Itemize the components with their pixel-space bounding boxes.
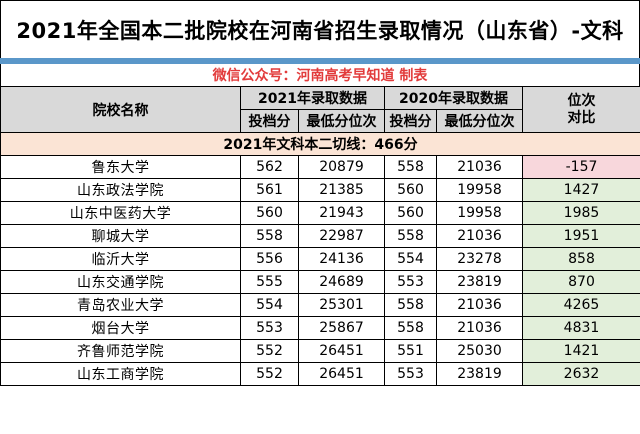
table-row: 齐鲁师范学院 552 26451 551 25030 1421	[0, 339, 640, 363]
rank-diff-cell: 1421	[522, 339, 640, 363]
score-2021-cell: 556	[240, 247, 299, 271]
minrank-2021-cell: 24689	[298, 270, 385, 294]
minrank-2021-cell: 22987	[298, 224, 385, 248]
score-2020-cell: 558	[384, 316, 437, 340]
score-2021-cell: 553	[240, 316, 299, 340]
minrank-2020-cell: 23819	[436, 362, 523, 386]
rank-diff-cell: 1985	[522, 201, 640, 225]
score-2020-cell: 560	[384, 178, 437, 202]
header-school: 院校名称	[0, 86, 241, 133]
rank-diff-cell: 1951	[522, 224, 640, 248]
rank-diff-cell: 870	[522, 270, 640, 294]
score-2021-cell: 555	[240, 270, 299, 294]
score-2020-cell: 554	[384, 247, 437, 271]
score-2021-cell: 552	[240, 339, 299, 363]
minrank-2020-cell: 23278	[436, 247, 523, 271]
school-cell: 烟台大学	[0, 316, 241, 340]
minrank-2021-cell: 20879	[298, 155, 385, 179]
school-cell: 临沂大学	[0, 247, 241, 271]
rank-diff-cell: 858	[522, 247, 640, 271]
minrank-2021-cell: 26451	[298, 339, 385, 363]
page-title: 2021年全国本二批院校在河南省招生录取情况（山东省）-文科	[0, 0, 640, 59]
cutoff-row: 2021年文科本二切线：466分	[0, 132, 640, 156]
minrank-2020-cell: 21036	[436, 316, 523, 340]
school-cell: 山东政法学院	[0, 178, 241, 202]
minrank-2021-cell: 25301	[298, 293, 385, 317]
school-cell: 山东交通学院	[0, 270, 241, 294]
table-row: 临沂大学 556 24136 554 23278 858	[0, 247, 640, 271]
rank-diff-cell: 1427	[522, 178, 640, 202]
cutoff-line: 2021年文科本二切线：466分	[0, 132, 640, 156]
table-row: 山东工商学院 552 26451 553 23819 2632	[0, 362, 640, 386]
score-2020-cell: 558	[384, 155, 437, 179]
header-row-2: 投档分 最低分位次 投档分 最低分位次	[1, 109, 640, 133]
blue-separator	[0, 58, 640, 64]
minrank-2021-cell: 25867	[298, 316, 385, 340]
minrank-2020-cell: 19958	[436, 201, 523, 225]
score-2021-cell: 552	[240, 362, 299, 386]
score-2020-cell: 560	[384, 201, 437, 225]
school-cell: 齐鲁师范学院	[0, 339, 241, 363]
minrank-2020-cell: 21036	[436, 155, 523, 179]
rank-diff-cell: 4265	[522, 293, 640, 317]
score-2021-cell: 562	[240, 155, 299, 179]
table-row: 山东政法学院 561 21385 560 19958 1427	[0, 178, 640, 202]
minrank-2020-cell: 21036	[436, 293, 523, 317]
score-2021-cell: 558	[240, 224, 299, 248]
table-row: 山东交通学院 555 24689 553 23819 870	[0, 270, 640, 294]
school-cell: 聊城大学	[0, 224, 241, 248]
table-row: 聊城大学 558 22987 558 21036 1951	[0, 224, 640, 248]
score-2021-cell: 560	[240, 201, 299, 225]
minrank-2021-cell: 26451	[298, 362, 385, 386]
table-row: 鲁东大学 562 20879 558 21036 -157	[0, 155, 640, 179]
header-rank-compare-text: 位次对比	[567, 92, 596, 126]
admission-table: 院校名称 2021年录取数据 2020年录取数据 位次对比 投档分 最低分位次 …	[0, 86, 640, 386]
header-row-1: 院校名称 2021年录取数据 2020年录取数据 位次对比	[0, 86, 640, 133]
minrank-2020-cell: 19958	[436, 178, 523, 202]
header-score-2020: 投档分	[384, 109, 437, 133]
rank-diff-cell: 4831	[522, 316, 640, 340]
score-2020-cell: 551	[384, 339, 437, 363]
score-2021-cell: 561	[240, 178, 299, 202]
rank-diff-cell: 2632	[522, 362, 640, 386]
minrank-2021-cell: 24136	[298, 247, 385, 271]
score-2021-cell: 554	[240, 293, 299, 317]
minrank-2020-cell: 21036	[436, 224, 523, 248]
score-2020-cell: 553	[384, 362, 437, 386]
minrank-2021-cell: 21385	[298, 178, 385, 202]
score-2020-cell: 558	[384, 293, 437, 317]
wechat-credit: 微信公众号：河南高考早知道 制表	[0, 64, 640, 86]
header-minrank-2021: 最低分位次	[298, 109, 385, 133]
minrank-2020-cell: 25030	[436, 339, 523, 363]
header-2021: 2021年录取数据	[240, 86, 385, 110]
header-minrank-2020: 最低分位次	[436, 109, 523, 133]
minrank-2021-cell: 21943	[298, 201, 385, 225]
header-score-2021: 投档分	[240, 109, 299, 133]
school-cell: 鲁东大学	[0, 155, 241, 179]
score-2020-cell: 558	[384, 224, 437, 248]
header-2020: 2020年录取数据	[384, 86, 523, 110]
school-cell: 山东中医药大学	[0, 201, 241, 225]
school-cell: 青岛农业大学	[0, 293, 241, 317]
table-row: 山东中医药大学 560 21943 560 19958 1985	[0, 201, 640, 225]
header-rank-compare: 位次对比	[522, 86, 640, 133]
school-cell: 山东工商学院	[0, 362, 241, 386]
minrank-2020-cell: 23819	[436, 270, 523, 294]
table-row: 烟台大学 553 25867 558 21036 4831	[0, 316, 640, 340]
rank-diff-cell: -157	[522, 155, 640, 179]
table-row: 青岛农业大学 554 25301 558 21036 4265	[0, 293, 640, 317]
score-2020-cell: 553	[384, 270, 437, 294]
